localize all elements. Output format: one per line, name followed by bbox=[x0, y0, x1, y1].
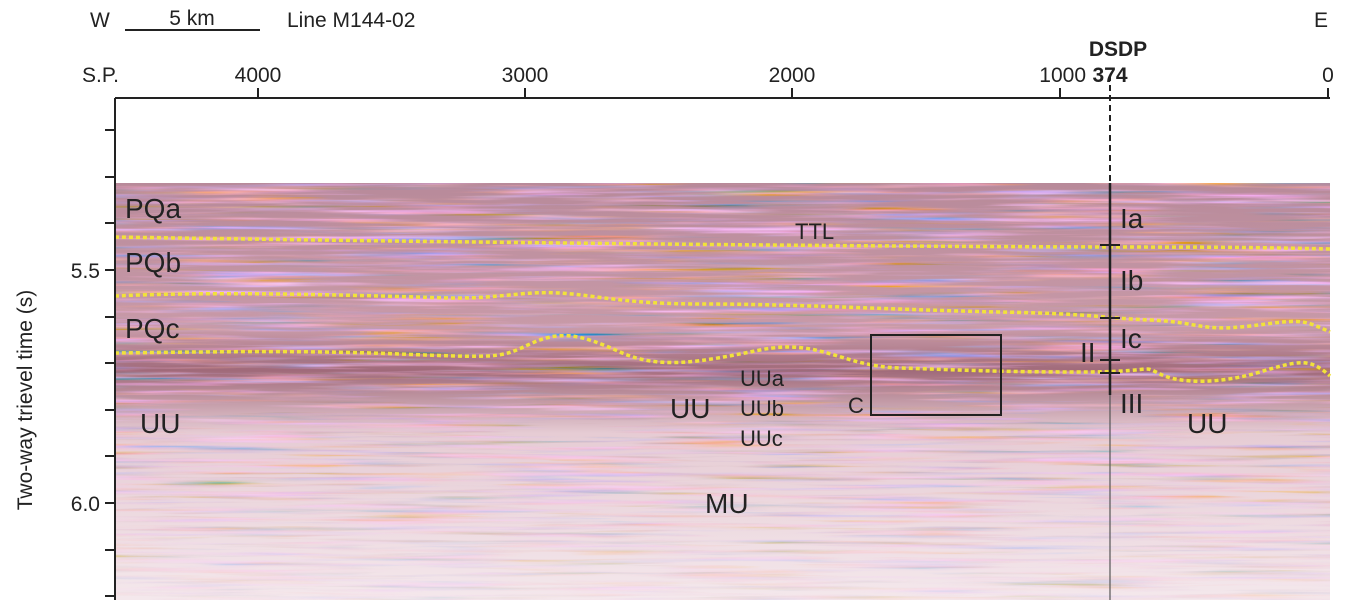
x-axis-label: S.P. bbox=[82, 64, 119, 87]
x-tick-label: 0 bbox=[1322, 64, 1334, 87]
sub-unit-label: UUa bbox=[740, 366, 785, 391]
well-boundaries bbox=[1100, 244, 1120, 374]
x-tick-label: 3000 bbox=[502, 64, 549, 87]
sub-unit-label: UUb bbox=[740, 396, 784, 421]
unit-label: UU bbox=[670, 393, 710, 424]
box-label: C bbox=[848, 393, 864, 418]
site-unit-label: II bbox=[1080, 337, 1096, 368]
site-unit-label: Ib bbox=[1120, 265, 1143, 296]
scale-label: 5 km bbox=[169, 7, 215, 30]
x-tick-label: 4000 bbox=[235, 64, 282, 87]
site-name: DSDP bbox=[1089, 38, 1147, 61]
site-unit-label: Ic bbox=[1120, 323, 1142, 354]
unit-label: UU bbox=[140, 408, 180, 439]
unit-label: UU bbox=[1187, 408, 1227, 439]
axes bbox=[105, 88, 1330, 600]
seismic-texture bbox=[115, 183, 1330, 600]
detail-box bbox=[870, 334, 1002, 416]
x-tick-label: 2000 bbox=[769, 64, 816, 87]
sub-unit-label: UUc bbox=[740, 426, 783, 451]
east-label: E bbox=[1314, 9, 1328, 32]
x-tick-label: 1000 bbox=[1039, 64, 1086, 87]
y-tick-label: 5.5 bbox=[71, 260, 100, 283]
line-label: Line M144-02 bbox=[287, 9, 415, 32]
west-label: W bbox=[90, 9, 110, 32]
unit-label: MU bbox=[705, 488, 749, 519]
horizon-ttl bbox=[114, 235, 1331, 251]
unit-label: PQb bbox=[125, 247, 181, 278]
horizons bbox=[114, 235, 1332, 384]
unit-label: PQc bbox=[125, 313, 179, 344]
site-unit-label: III bbox=[1120, 388, 1143, 419]
horizon-uu bbox=[114, 333, 1332, 384]
site-number: 374 bbox=[1092, 64, 1127, 87]
unit-label: PQa bbox=[125, 193, 181, 224]
y-axis-title: Two-way trievel time (s) bbox=[14, 290, 37, 511]
site-unit-label: Ia bbox=[1120, 203, 1144, 234]
y-tick-label: 6.0 bbox=[71, 493, 100, 516]
horizon-label: TTL bbox=[795, 219, 834, 244]
horizon-pqc bbox=[114, 290, 1331, 334]
